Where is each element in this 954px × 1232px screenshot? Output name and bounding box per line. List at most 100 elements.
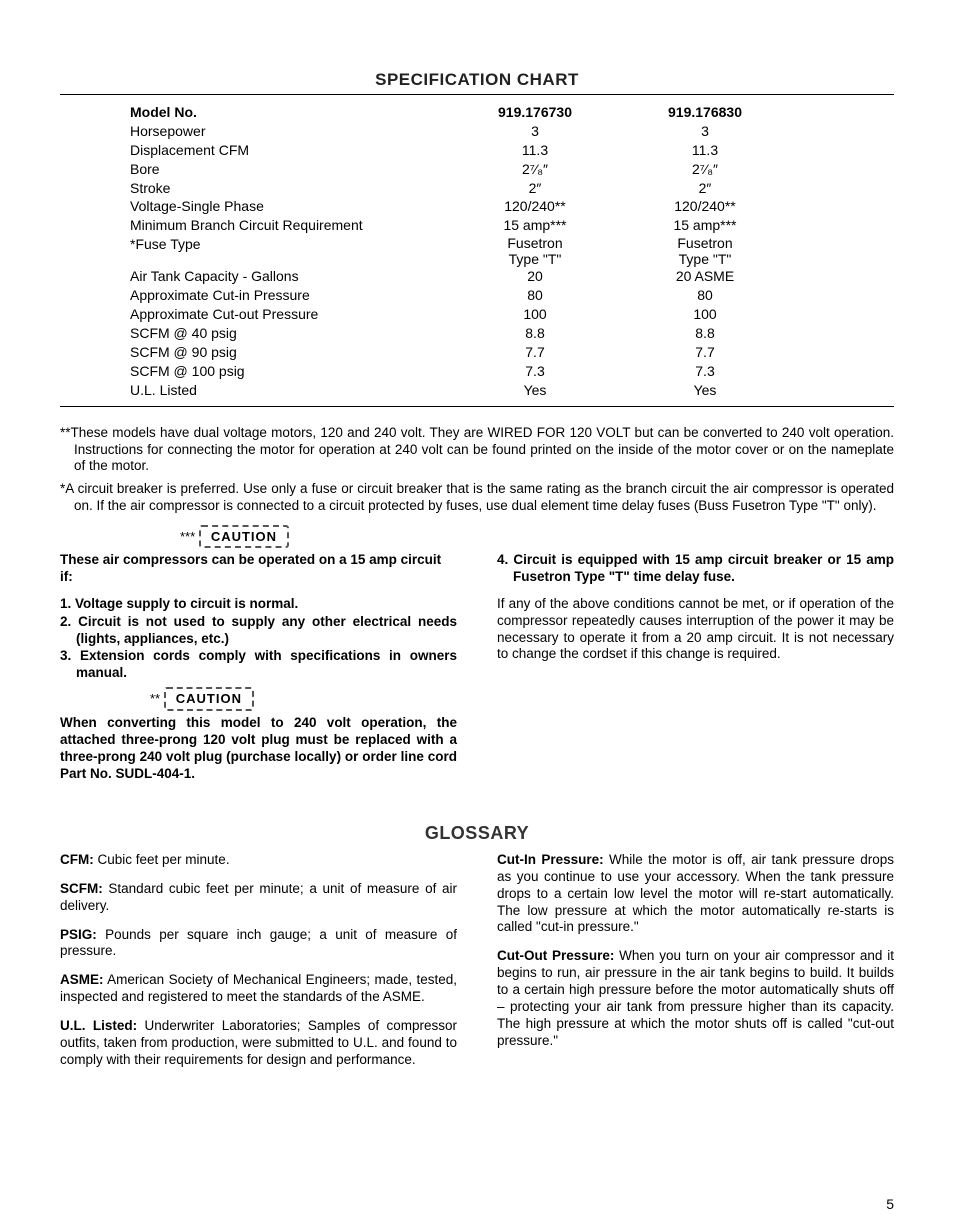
spec-row-col1: 8.8 — [450, 324, 620, 343]
caution-item-4: 4. Circuit is equipped with 15 amp circu… — [497, 552, 894, 586]
caution-box-1: CAUTION — [199, 525, 289, 548]
spec-row-col1: 80 — [450, 286, 620, 305]
spec-row: Approximate Cut-out Pressure100100 — [60, 305, 894, 324]
caution-stars-2: ** — [150, 691, 160, 706]
gloss-asme-def: American Society of Mechanical Engineers… — [60, 972, 457, 1004]
spec-row: Stroke2″2″ — [60, 179, 894, 198]
spec-row-label: Displacement CFM — [60, 141, 450, 160]
spec-row: SCFM @ 100 psig7.37.3 — [60, 362, 894, 381]
spec-row-label: SCFM @ 90 psig — [60, 343, 450, 362]
gloss-scfm-def: Standard cubic feet per minute; a unit o… — [60, 881, 457, 913]
note-circuit-breaker: *A circuit breaker is preferred. Use onl… — [60, 481, 894, 515]
spec-row: Air Tank Capacity - Gallons2020 ASME — [60, 267, 894, 286]
spec-row-col2: 120/240** — [620, 197, 790, 216]
spec-row-col2: 2″ — [620, 179, 790, 198]
spec-row-label: Voltage-Single Phase — [60, 197, 450, 216]
glossary-title: GLOSSARY — [60, 823, 894, 844]
caution-item-1: 1. Voltage supply to circuit is normal. — [60, 596, 457, 613]
gloss-ul: U.L. Listed: Underwriter Laboratories; S… — [60, 1018, 457, 1069]
gloss-cfm-term: CFM: — [60, 852, 94, 867]
gloss-cutout: Cut-Out Pressure: When you turn on your … — [497, 948, 894, 1049]
spec-row-label: Bore — [60, 160, 450, 179]
spec-row-col1: 7.7 — [450, 343, 620, 362]
spec-row: Bore2⁷⁄₈″2⁷⁄₈″ — [60, 160, 894, 179]
spec-row-label: Air Tank Capacity - Gallons — [60, 267, 450, 286]
spec-row: Minimum Branch Circuit Requirement15 amp… — [60, 216, 894, 235]
spec-row: Approximate Cut-in Pressure8080 — [60, 286, 894, 305]
gloss-psig-def: Pounds per square inch gauge; a unit of … — [60, 927, 457, 959]
caution-box-2: CAUTION — [164, 687, 254, 711]
spec-row-label: Minimum Branch Circuit Requirement — [60, 216, 450, 235]
spec-row: SCFM @ 40 psig8.88.8 — [60, 324, 894, 343]
spec-row-col2: 8.8 — [620, 324, 790, 343]
gloss-asme: ASME: American Society of Mechanical Eng… — [60, 972, 457, 1006]
spec-row-col2: Fusetron Type "T" — [620, 235, 790, 267]
spec-row-col2: 20 ASME — [620, 267, 790, 286]
caution-stars-3: *** — [180, 529, 195, 544]
gloss-cfm: CFM: Cubic feet per minute. — [60, 852, 457, 869]
glossary-left: CFM: Cubic feet per minute. SCFM: Standa… — [60, 852, 457, 1081]
caution-row-2: ** CAUTION — [60, 683, 457, 715]
spec-row-col1: 15 amp*** — [450, 216, 620, 235]
glossary-columns: CFM: Cubic feet per minute. SCFM: Standa… — [60, 852, 894, 1081]
gloss-ul-term: U.L. Listed: — [60, 1018, 137, 1033]
spec-row: Horsepower33 — [60, 122, 894, 141]
spec-row-col2: 7.7 — [620, 343, 790, 362]
spec-row-label: Stroke — [60, 179, 450, 198]
spec-row: Displacement CFM11.311.3 — [60, 141, 894, 160]
spec-row-col1: 2⁷⁄₈″ — [450, 160, 620, 179]
caution-convert: When converting this model to 240 volt o… — [60, 715, 457, 783]
spec-row-label: *Fuse Type — [60, 235, 450, 267]
spec-row-col2: 11.3 — [620, 141, 790, 160]
gloss-scfm: SCFM: Standard cubic feet per minute; a … — [60, 881, 457, 915]
gloss-cutin: Cut-In Pressure: While the motor is off,… — [497, 852, 894, 936]
spec-row-col2: 7.3 — [620, 362, 790, 381]
spec-row-col2: 100 — [620, 305, 790, 324]
gloss-psig-term: PSIG: — [60, 927, 97, 942]
glossary-right: Cut-In Pressure: While the motor is off,… — [497, 852, 894, 1081]
spec-row-col1: 120/240** — [450, 197, 620, 216]
caution-left-col: These air compressors can be operated on… — [60, 552, 457, 783]
spec-row-col1: 2″ — [450, 179, 620, 198]
spec-row-col1: 100 — [450, 305, 620, 324]
note-dual-voltage: **These models have dual voltage motors,… — [60, 425, 894, 476]
gloss-psig: PSIG: Pounds per square inch gauge; a un… — [60, 927, 457, 961]
spec-row-col1: Yes — [450, 381, 620, 400]
spec-header-col2: 919.176830 — [620, 103, 790, 122]
gloss-scfm-term: SCFM: — [60, 881, 103, 896]
spec-row-col2: 3 — [620, 122, 790, 141]
spec-row-col2: 2⁷⁄₈″ — [620, 160, 790, 179]
spec-chart-title: SPECIFICATION CHART — [60, 70, 894, 90]
spec-row-label: Approximate Cut-in Pressure — [60, 286, 450, 305]
spec-row: Voltage-Single Phase120/240**120/240** — [60, 197, 894, 216]
spec-row-col1: 7.3 — [450, 362, 620, 381]
caution-item-3: 3. Extension cords comply with specifica… — [60, 648, 457, 682]
caution-right-col: 4. Circuit is equipped with 15 amp circu… — [497, 552, 894, 783]
spec-header-label: Model No. — [60, 103, 450, 122]
caution-intro: These air compressors can be operated on… — [60, 552, 457, 586]
caution-item-2: 2. Circuit is not used to supply any oth… — [60, 614, 457, 648]
spec-table: Model No. 919.176730 919.176830 Horsepow… — [60, 94, 894, 407]
spec-row: SCFM @ 90 psig7.77.7 — [60, 343, 894, 362]
spec-row: *Fuse TypeFusetron Type "T"Fusetron Type… — [60, 235, 894, 267]
page-number: 5 — [886, 1196, 894, 1212]
spec-row-col2: 80 — [620, 286, 790, 305]
spec-row-col1: 20 — [450, 267, 620, 286]
spec-row-label: Approximate Cut-out Pressure — [60, 305, 450, 324]
caution-columns: These air compressors can be operated on… — [60, 552, 894, 783]
spec-row-col2: Yes — [620, 381, 790, 400]
spec-row-col1: 3 — [450, 122, 620, 141]
spec-row-label: SCFM @ 40 psig — [60, 324, 450, 343]
gloss-asme-term: ASME: — [60, 972, 104, 987]
caution-row-1: *** CAUTION — [60, 521, 894, 552]
spec-row-label: U.L. Listed — [60, 381, 450, 400]
spec-row-label: Horsepower — [60, 122, 450, 141]
spec-row-col2: 15 amp*** — [620, 216, 790, 235]
spec-row-col1: 11.3 — [450, 141, 620, 160]
gloss-cfm-def: Cubic feet per minute. — [94, 852, 230, 867]
spec-header-col1: 919.176730 — [450, 103, 620, 122]
spec-row-label: SCFM @ 100 psig — [60, 362, 450, 381]
spec-row-col1: Fusetron Type "T" — [450, 235, 620, 267]
gloss-cutout-term: Cut-Out Pressure: — [497, 948, 614, 963]
caution-para: If any of the above conditions cannot be… — [497, 596, 894, 664]
